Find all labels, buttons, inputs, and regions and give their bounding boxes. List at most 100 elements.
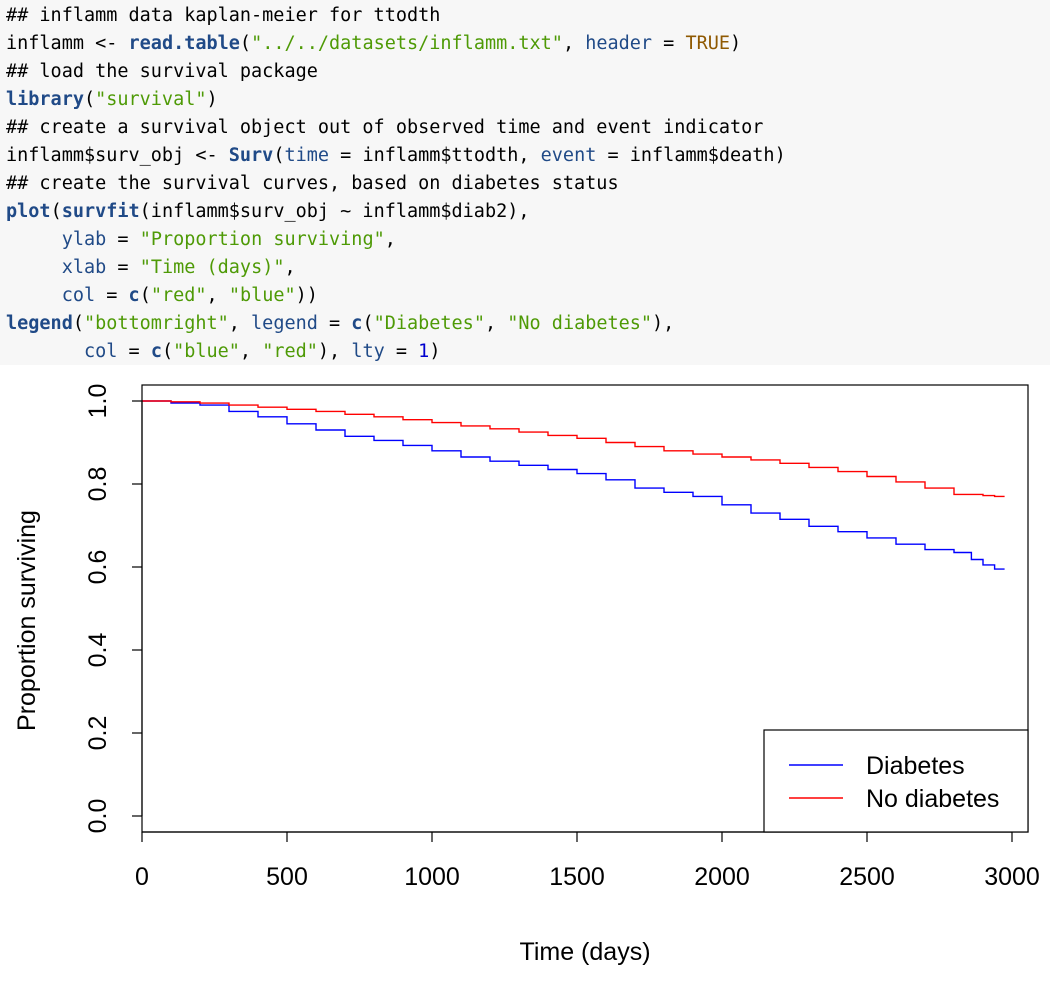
x-tick-label: 2000: [694, 863, 750, 891]
y-tick-label: 0.6: [84, 550, 112, 585]
code-token: (: [139, 285, 151, 306]
code-token: "blue": [173, 341, 240, 362]
code-token: c: [150, 341, 162, 362]
code-line: ## load the survival package: [6, 58, 1050, 86]
code-token: "red": [262, 341, 318, 362]
code-line: inflamm$surv_obj <- Surv(time = inflamm$…: [6, 142, 1050, 170]
code-token: library: [6, 89, 84, 110]
code-token: =: [384, 341, 419, 362]
code-token: "Proportion surviving": [139, 229, 385, 250]
y-axis-label: Proportion surviving: [13, 510, 41, 731]
code-token: (: [239, 33, 252, 54]
series-layer: [142, 400, 1005, 570]
x-tick-label: 500: [266, 863, 308, 891]
code-token: "bottomright": [83, 313, 229, 334]
code-token: =: [117, 341, 151, 362]
code-token: Surv: [228, 145, 274, 166]
code-token: TRUE: [685, 33, 731, 54]
code-token: c: [351, 313, 363, 334]
code-token: "../../datasets/inflamm.txt": [251, 33, 563, 54]
code-token: "No diabetes": [507, 313, 653, 334]
code-token: =: [106, 257, 140, 278]
code-token: = inflamm$death): [596, 145, 786, 166]
code-token: xlab: [61, 257, 107, 278]
code-token: "survival": [95, 89, 207, 110]
code-token: survfit: [61, 201, 140, 222]
code-token: [6, 229, 62, 250]
code-token: ),: [652, 313, 675, 334]
y-tick-label: 0.4: [84, 633, 112, 668]
legend-label: Diabetes: [866, 752, 965, 780]
code-token: (: [50, 201, 62, 222]
code-token: =: [317, 313, 352, 334]
y-tick-label: 0.2: [84, 716, 112, 751]
code-token: "Time (days)": [139, 257, 285, 278]
legend-label: No diabetes: [866, 785, 999, 813]
code-token: read.table: [128, 33, 240, 54]
code-token: lty: [351, 341, 385, 362]
code-line: legend("bottomright", legend = c("Diabet…: [6, 310, 1050, 338]
code-token: plot: [6, 201, 51, 222]
code-token: 1: [418, 341, 430, 362]
survival-plot: 0 500 1000 1500 2000 2500 3000 0.0 0.2 0.4 0.6 0.8…: [13, 384, 1040, 966]
x-axis: 0 500 1000 1500 2000 2500 3000: [135, 831, 1040, 891]
code-token: [6, 257, 62, 278]
code-token: ): [730, 33, 742, 54]
code-token: (: [72, 313, 84, 334]
code-token: ,: [228, 313, 252, 334]
x-tick-label: 3000: [984, 863, 1040, 891]
code-line: ## inflamm data kaplan-meier for ttodth: [6, 2, 1050, 30]
code-token: ## create the survival curves, based on …: [6, 173, 619, 194]
code-token: col: [83, 341, 118, 362]
code-token: ,: [562, 33, 586, 54]
code-line: ## create a survival object out of obser…: [6, 114, 1050, 142]
series-line-no-diabetes: [142, 400, 1005, 498]
y-tick-label: 1.0: [84, 384, 112, 419]
x-tick-label: 0: [135, 863, 149, 891]
code-token: event: [540, 145, 597, 166]
code-token: col: [61, 285, 96, 306]
code-token: ## load the survival package: [6, 61, 318, 82]
code-token: ## create a survival object out of obser…: [6, 117, 764, 138]
x-tick-label: 1000: [404, 863, 460, 891]
code-line: library("survival"): [6, 86, 1050, 114]
x-tick-label: 2500: [839, 863, 895, 891]
code-token: =: [95, 285, 129, 306]
code-token: "blue": [228, 285, 296, 306]
legend-box: [763, 729, 1029, 833]
code-token: time: [284, 145, 330, 166]
code-line: xlab = "Time (days)",: [6, 254, 1050, 282]
code-token: (: [161, 341, 174, 362]
code-token: ## inflamm data kaplan-meier for ttodth: [6, 5, 441, 26]
code-token: "Diabetes": [373, 313, 485, 334]
code-token: ): [206, 89, 218, 110]
code-token: ),: [317, 341, 352, 362]
code-token: header: [585, 33, 653, 54]
code-token: c: [128, 285, 140, 306]
code-token: (: [83, 89, 96, 110]
x-tick-label: 1500: [549, 863, 605, 891]
code-line: col = c("blue", "red"), lty = 1): [6, 338, 1050, 366]
code-token: (: [273, 145, 285, 166]
code-token: "red": [150, 285, 207, 306]
code-token: legend: [251, 313, 318, 334]
code-line: ylab = "Proportion surviving",: [6, 226, 1050, 254]
code-token: ): [429, 341, 441, 362]
code-token: =: [106, 229, 140, 250]
code-token: inflamm$surv_obj <-: [6, 145, 229, 166]
y-axis: 0.0 0.2 0.4 0.6 0.8 1.0: [84, 384, 143, 834]
code-token: inflamm <-: [6, 33, 129, 54]
code-token: ,: [239, 341, 263, 362]
code-token: legend: [6, 313, 73, 334]
code-token: ,: [484, 313, 508, 334]
code-token: [6, 341, 84, 362]
legend: Diabetes No diabetes: [763, 729, 1029, 833]
y-tick-label: 0.0: [84, 799, 112, 834]
code-chunk: ## inflamm data kaplan-meier for ttodth i…: [0, 0, 1050, 365]
code-token: (: [362, 313, 374, 334]
code-token: [6, 285, 62, 306]
x-axis-label: Time (days): [519, 938, 650, 966]
code-line: col = c("red", "blue")): [6, 282, 1050, 310]
code-token: =: [652, 33, 686, 54]
code-token: ,: [206, 285, 229, 306]
